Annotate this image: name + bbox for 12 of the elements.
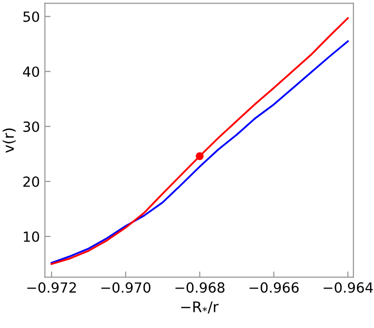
- y-tick-label: 30: [23, 121, 40, 132]
- y-tick-label: 10: [24, 231, 40, 242]
- x-tick-label: −0.966: [250, 282, 299, 293]
- y-tick-label: 50: [23, 11, 40, 22]
- x-axis-title: −R$_{*}$/r: [181, 301, 219, 314]
- y-tick-label: 40: [23, 66, 40, 77]
- x-tick-label: −0.972: [27, 282, 76, 293]
- x-tick-label: −0.970: [101, 282, 150, 293]
- x-tick-label: −0.968: [175, 282, 224, 293]
- x-tick-label: −0.964: [324, 282, 373, 293]
- y-tick-label: 20: [23, 176, 40, 187]
- y-axis-title: v(r): [2, 128, 16, 153]
